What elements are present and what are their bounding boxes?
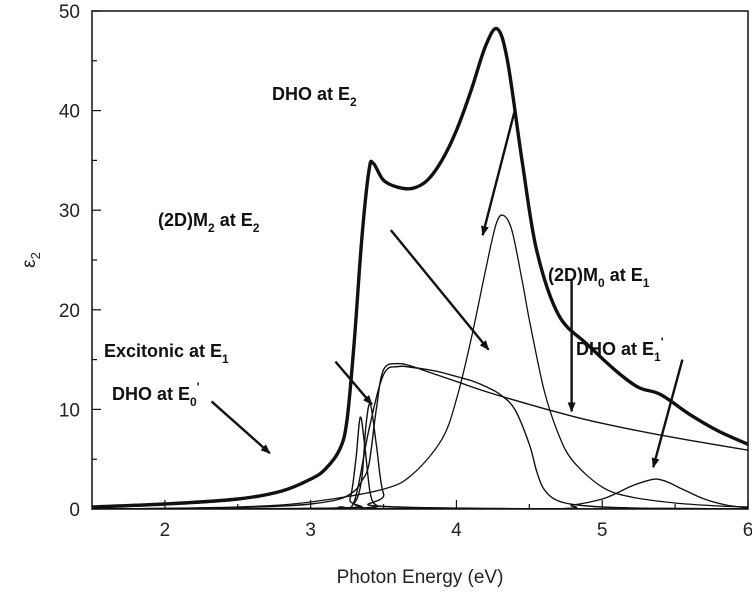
annotations-group: DHO at E2 (2D)M2 at E2 (2D)M0 at E1 Exciton… xyxy=(104,84,684,469)
annotation-label: DHO at E0' xyxy=(112,380,200,409)
annotation-label: (2D)M0 at E1 xyxy=(548,265,650,290)
annotation-arrow xyxy=(481,110,516,237)
curves-group xyxy=(92,26,748,509)
annotation-arrow xyxy=(651,359,684,469)
y-axis-title: ε2 xyxy=(19,252,43,268)
component-curve-4 xyxy=(92,403,748,509)
x-tick-label: 5 xyxy=(597,520,608,541)
y-tick-label: 10 xyxy=(59,400,80,421)
annotation-label: DHO at E1' xyxy=(576,335,664,364)
component-curve-6 xyxy=(92,478,748,509)
x-tick-label: 2 xyxy=(160,520,171,541)
x-ticks-group: 2 3 4 5 6 xyxy=(160,500,752,541)
component-curve-3 xyxy=(92,362,748,509)
y-tick-label: 50 xyxy=(59,2,80,23)
y-tick-label: 20 xyxy=(59,301,80,322)
x-tick-label: 3 xyxy=(305,520,316,541)
plot-frame xyxy=(91,10,749,510)
total-curve xyxy=(92,26,748,509)
annotation-arrow xyxy=(334,360,373,406)
annotation-arrow xyxy=(210,400,271,455)
annotation-arrow xyxy=(389,229,490,351)
y-tick-label: 40 xyxy=(59,102,80,123)
y-ticks-group: 0 10 20 30 40 50 xyxy=(59,2,101,521)
x-tick-label: 4 xyxy=(451,520,462,541)
annotation-label: Excitonic at E1 xyxy=(104,341,229,366)
annotation-label: (2D)M2 at E2 xyxy=(158,210,260,235)
y-tick-label: 0 xyxy=(69,500,80,521)
y-tick-label: 30 xyxy=(59,201,80,222)
component-curve-5 xyxy=(92,416,748,509)
x-tick-label: 6 xyxy=(743,520,752,541)
component-curve-2 xyxy=(92,365,748,509)
component-curve-1 xyxy=(92,214,748,509)
x-axis-title: Photon Energy (eV) xyxy=(337,567,504,588)
annotation-label: DHO at E2 xyxy=(272,84,357,109)
